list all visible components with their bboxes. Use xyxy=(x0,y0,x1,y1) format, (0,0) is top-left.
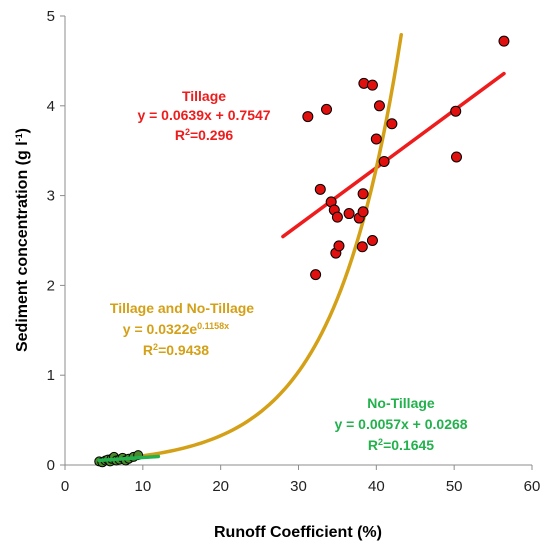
combined-annotation-title: Tillage and No-Tillage xyxy=(110,300,254,316)
no-tillage-annotation-r2: R2=0.1645 xyxy=(368,437,434,453)
x-tick-label: 10 xyxy=(134,478,151,495)
tillage-point xyxy=(386,118,398,130)
tillage-point xyxy=(321,103,333,115)
tillage-point xyxy=(331,211,343,223)
tillage-r2-sup: 2 xyxy=(185,127,190,137)
tillage-trend-line xyxy=(281,71,506,239)
tillage-point xyxy=(450,105,462,117)
no-tillage-r2-sup: 2 xyxy=(378,437,383,447)
combined-r2-sup: 2 xyxy=(153,342,158,352)
tillage-point xyxy=(310,269,322,281)
x-ticks: 0 10 20 30 40 50 60 xyxy=(61,465,541,495)
combined-trend-line xyxy=(98,33,403,462)
tillage-annotation-title: Tillage xyxy=(182,88,226,104)
y-ticks: 0 1 2 3 4 5 xyxy=(47,8,65,474)
combined-annotation-equation: y = 0.0322e0.1158x xyxy=(123,321,229,337)
y-tick-label: 5 xyxy=(47,8,55,25)
tillage-point xyxy=(357,206,369,218)
tillage-r2-label: R xyxy=(175,127,185,143)
y-tick-label: 0 xyxy=(47,457,55,474)
no-tillage-annotation-equation: y = 0.0057x + 0.0268 xyxy=(334,416,467,432)
trend-lines xyxy=(98,33,506,462)
tillage-annotation-r2: R2=0.296 xyxy=(175,127,234,143)
x-axis-title: Runoff Coefficient (%) xyxy=(214,524,382,541)
y-tick-label: 4 xyxy=(47,98,55,115)
y-axis-title-close: ) xyxy=(14,128,31,133)
tillage-point xyxy=(357,188,369,200)
x-tick-label: 50 xyxy=(446,478,463,495)
y-axis-title: Sediment concentration (g l-1) xyxy=(14,128,31,352)
no-tillage-trend-line xyxy=(97,454,161,463)
x-tick-label: 40 xyxy=(368,478,385,495)
data-points xyxy=(94,35,510,468)
tillage-point xyxy=(366,79,378,91)
tillage-point xyxy=(366,235,378,246)
axes xyxy=(64,16,532,466)
combined-r2-value: =0.9438 xyxy=(158,342,209,358)
x-tick-label: 30 xyxy=(290,478,307,495)
tillage-point xyxy=(370,133,382,145)
no-tillage-annotation-title: No-Tillage xyxy=(367,395,435,411)
tillage-annotation-equation: y = 0.0639x + 0.7547 xyxy=(137,107,270,123)
y-axis-title-main: Sediment concentration (g l xyxy=(14,141,31,352)
y-tick-label: 1 xyxy=(47,367,55,384)
tillage-point xyxy=(451,151,463,163)
combined-annotation-r2: R2=0.9438 xyxy=(143,342,209,358)
tillage-r2-value: =0.296 xyxy=(190,127,233,143)
tillage-point xyxy=(378,155,390,167)
y-axis-title-sup: -1 xyxy=(14,133,24,141)
x-tick-label: 20 xyxy=(212,478,229,495)
y-tick-label: 2 xyxy=(47,277,55,294)
tillage-point xyxy=(302,111,314,123)
tillage-point xyxy=(333,240,345,252)
tillage-point xyxy=(314,183,326,195)
no-tillage-r2-value: =0.1645 xyxy=(383,437,434,453)
y-tick-label: 3 xyxy=(47,188,55,205)
no-tillage-r2-label: R xyxy=(368,437,378,453)
combined-eq-sup: 0.1158x xyxy=(197,321,229,331)
x-tick-label: 0 xyxy=(61,478,69,495)
x-tick-label: 60 xyxy=(524,478,541,495)
combined-eq-prefix: y = 0.0322e xyxy=(123,321,198,337)
combined-r2-label: R xyxy=(143,342,153,358)
tillage-point xyxy=(498,35,510,47)
tillage-point xyxy=(373,100,385,112)
tillage-point xyxy=(356,241,368,253)
tillage-point xyxy=(343,208,355,220)
